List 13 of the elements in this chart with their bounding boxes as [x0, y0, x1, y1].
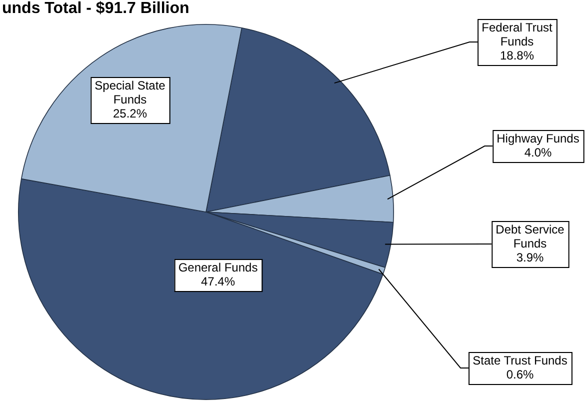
data-label: 4.0% — [524, 145, 552, 160]
slice-label: Highway Funds — [496, 131, 580, 146]
slice-label: General Funds — [178, 260, 258, 274]
data-label: 47.4% — [200, 274, 236, 288]
data-label: 18.8% — [500, 48, 534, 62]
chart-title: unds Total - $91.7 Billion — [2, 0, 190, 18]
slice-label: Federal Trust Funds — [482, 20, 554, 48]
slice-label: Debt Service Funds — [496, 222, 565, 250]
data-label: 25.2% — [112, 106, 148, 120]
slice-label: State Trust Funds — [472, 353, 568, 368]
data-label: 0.6% — [506, 367, 534, 382]
slice-label: Special State Funds — [94, 78, 166, 106]
data-label: 3.9% — [516, 250, 544, 264]
